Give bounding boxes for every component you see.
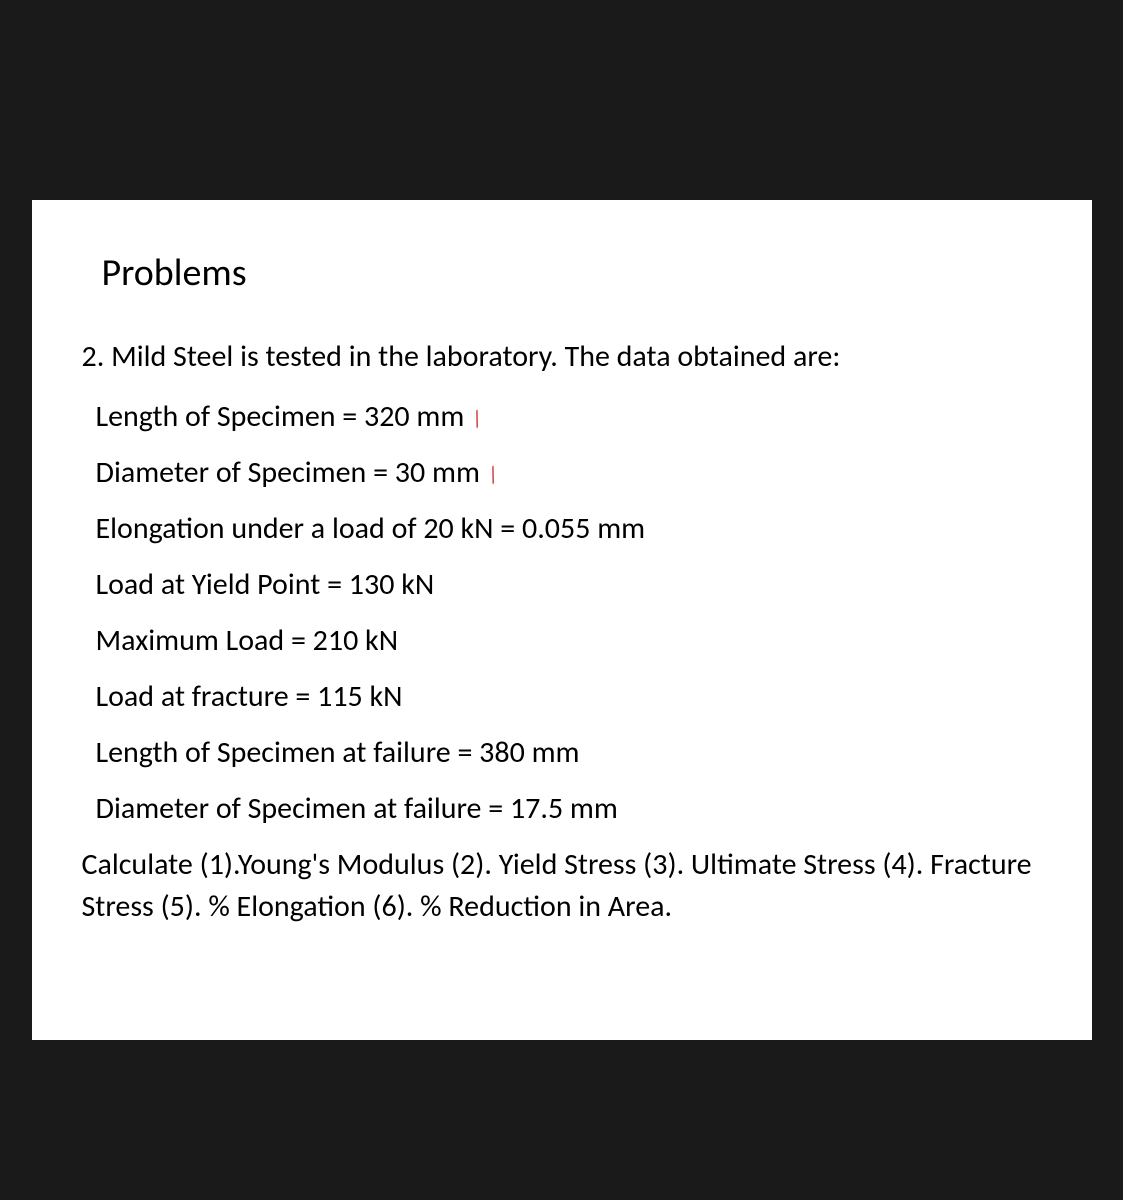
data-text: Diameter of Specimen at failure = 17.5 m…	[96, 790, 618, 827]
data-text: Maximum Load = 210 kN	[96, 622, 399, 659]
data-text: Length of Specimen = 320 mm	[96, 398, 465, 435]
data-line: Elongation under a load of 20 kN = 0.055…	[96, 508, 1042, 550]
slide-title: Problems	[102, 250, 1042, 296]
tick-mark-icon: /	[483, 460, 504, 492]
data-line: Load at Yield Point = 130 kN	[96, 564, 1042, 606]
slide-container: Problems 2. Mild Steel is tested in the …	[32, 200, 1092, 1040]
data-line: Diameter of Specimen = 30 mm /	[96, 452, 1042, 494]
problem-number: 2.	[82, 338, 105, 375]
calculate-text: Calculate (1).Young's Modulus (2). Yield…	[82, 844, 1042, 928]
data-text: Length of Specimen at failure = 380 mm	[96, 734, 580, 771]
data-text: Load at Yield Point = 130 kN	[96, 566, 435, 603]
data-text: Load at fracture = 115 kN	[96, 678, 403, 715]
tick-mark-icon: /	[467, 404, 488, 436]
data-text: Diameter of Specimen = 30 mm	[96, 454, 480, 491]
data-line: Diameter of Specimen at failure = 17.5 m…	[96, 788, 1042, 830]
data-line: Maximum Load = 210 kN	[96, 620, 1042, 662]
data-line: Length of Specimen at failure = 380 mm	[96, 732, 1042, 774]
data-text: Elongation under a load of 20 kN = 0.055…	[96, 510, 646, 547]
data-line: Length of Specimen = 320 mm /	[96, 396, 1042, 438]
data-line: Load at fracture = 115 kN	[96, 676, 1042, 718]
problem-intro: 2. Mild Steel is tested in the laborator…	[82, 336, 1042, 378]
intro-text: Mild Steel is tested in the laboratory. …	[111, 338, 840, 375]
